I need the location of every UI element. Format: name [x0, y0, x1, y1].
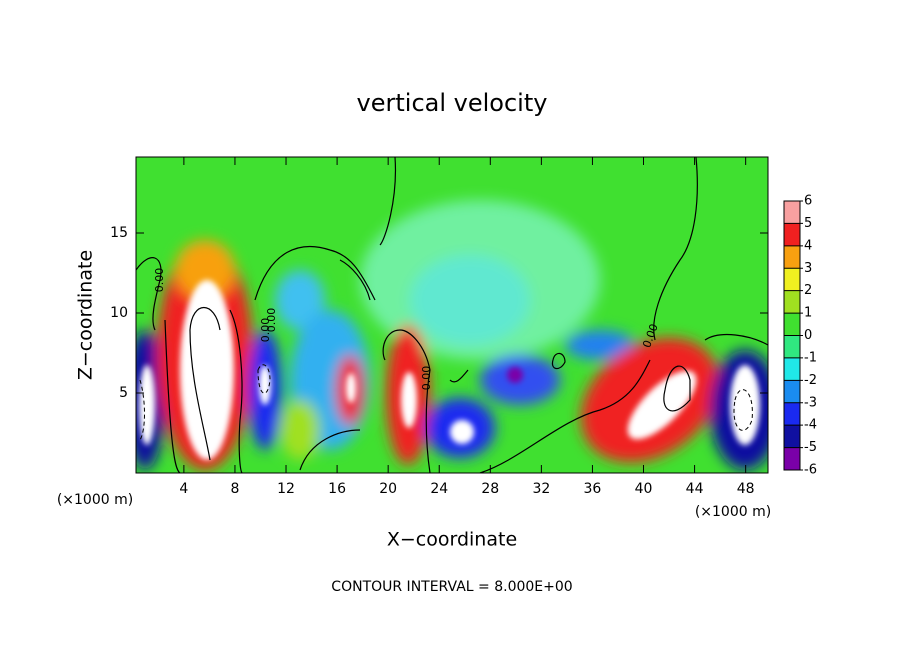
- colorbar-swatch: [784, 201, 800, 224]
- colorbar-swatch: [784, 290, 800, 314]
- y-tick-label: 5: [119, 385, 128, 401]
- colorbar-swatch: [784, 245, 800, 269]
- x-tick-label: 28: [481, 481, 499, 497]
- x-tick-label: 8: [230, 481, 239, 497]
- x-tick-label: 24: [430, 481, 448, 497]
- plot-frame: [135, 156, 769, 474]
- colorbar-swatch: [784, 357, 800, 381]
- x-tick-label: 36: [584, 481, 602, 497]
- x-tick-label: 40: [635, 481, 653, 497]
- colorbar-label: -4: [804, 418, 817, 433]
- y-tick-label: 15: [110, 225, 128, 241]
- contour-label: 0.00: [259, 318, 272, 343]
- colorbar-swatch: [784, 425, 800, 448]
- x-tick-label: 32: [532, 481, 550, 497]
- colorbar-label: -6: [804, 463, 817, 478]
- colorbar-swatch: [784, 447, 800, 470]
- contour-label: 0.00: [420, 366, 433, 391]
- contour-label: 0.00: [265, 308, 278, 333]
- colorbar-label: -3: [804, 395, 817, 410]
- colorbar-label: 2: [804, 283, 812, 298]
- colorbar-label: -2: [804, 373, 817, 388]
- colorbar-swatch: [784, 223, 800, 246]
- colorbar-label: -1: [804, 350, 817, 365]
- x-tick-label: 44: [686, 481, 704, 497]
- x-tick-label: 16: [328, 481, 346, 497]
- colorbar-label: 4: [804, 238, 812, 253]
- colorbar-label: 1: [804, 306, 812, 321]
- x-unit-right: (×1000 m): [695, 504, 771, 520]
- x-tick-label: 48: [737, 481, 755, 497]
- x-unit-left: (×1000 m): [57, 492, 133, 508]
- colorbar-swatch: [784, 335, 800, 358]
- contour-labels: 0.000.000.000.000.00: [153, 268, 661, 391]
- colorbar-label: 5: [804, 216, 812, 231]
- x-tick-label: 4: [179, 481, 188, 497]
- chart-title: vertical velocity: [357, 89, 548, 117]
- annotation: CONTOUR INTERVAL = 8.000E+00: [331, 579, 572, 595]
- x-axis-label: X−coordinate: [387, 529, 517, 551]
- y-tick-label: 10: [110, 305, 128, 321]
- colorbar-swatch: [784, 313, 800, 336]
- x-tick-label: 20: [379, 481, 397, 497]
- colorbar-label: 6: [804, 194, 812, 209]
- colorbar: -6 -5 -4 -3 -2 -1 0 1 2 3 4 5 6: [783, 194, 817, 478]
- negative-contours: [139, 364, 753, 441]
- contour-label: 0.00: [153, 268, 166, 293]
- field: [136, 157, 768, 473]
- x-tick-label: 12: [277, 481, 295, 497]
- colorbar-label: -5: [804, 440, 817, 455]
- y-axis-label: Z−coordinate: [75, 250, 97, 380]
- colorbar-swatch: [784, 380, 800, 403]
- colorbar-label: 0: [804, 328, 812, 343]
- colorbar-swatch: [784, 268, 800, 291]
- contour-lines: [136, 157, 768, 473]
- colorbar-label: 3: [804, 261, 812, 276]
- field-cores: [139, 280, 760, 460]
- colorbar-swatch: [784, 402, 800, 426]
